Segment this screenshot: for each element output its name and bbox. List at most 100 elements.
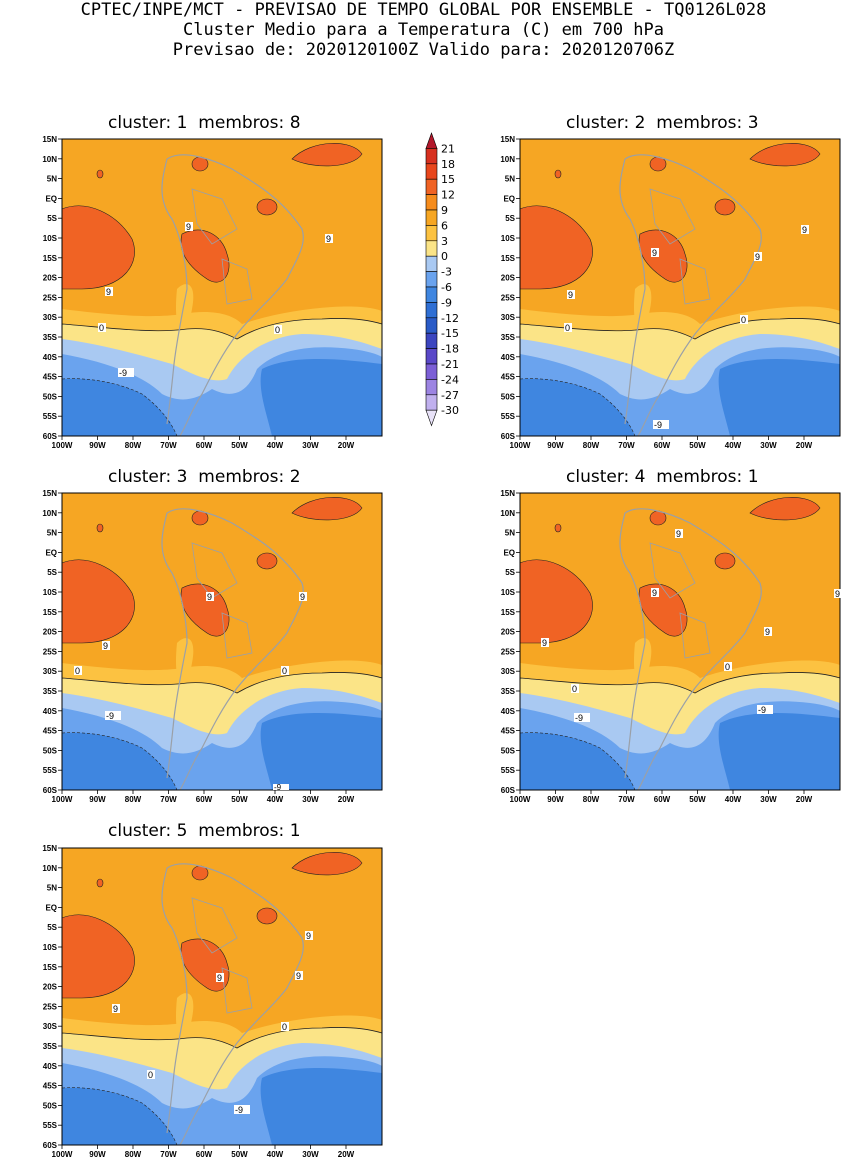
lon-tick-label: 40W <box>725 795 742 804</box>
lat-tick-label: 10S <box>43 588 58 597</box>
contour-label: 9 <box>186 222 191 232</box>
lon-tick-label: 30W <box>302 1150 319 1157</box>
lat-tick-label: 10S <box>43 234 58 243</box>
contour-labels: 9 9 9 0 0 -9 <box>98 222 333 378</box>
contour-label: 9 <box>765 627 770 637</box>
colorbar-level-label: -12 <box>441 312 459 325</box>
contour-label: 9 <box>755 252 760 262</box>
contour-label: -9 <box>575 713 583 723</box>
contour-label: 9 <box>542 638 547 648</box>
colorbar-swatch <box>425 379 438 396</box>
contour-label: 0 <box>75 666 80 676</box>
lon-tick-label: 40W <box>267 441 284 450</box>
contour-label: 0 <box>565 323 570 333</box>
lat-tick-label: 35S <box>501 687 516 696</box>
lat-tick-label: 30S <box>501 667 516 676</box>
lat-tick-label: 55S <box>501 412 516 421</box>
contour-label: 9 <box>217 973 222 983</box>
lat-axis-labels: 15N 10N 5N EQ 5S 10S 15S 20S 25S 30S 35S 40S 45S 50S 5… <box>42 844 57 1150</box>
lat-axis-labels: 15N 10N 5N EQ 5S 10S 15S 20S 25S 30S 35S 40S 45S 50S 5… <box>42 135 57 441</box>
lat-tick-label: 20S <box>43 983 58 992</box>
lat-tick-label: 35S <box>501 333 516 342</box>
lon-tick-label: 20W <box>796 441 813 450</box>
colorbar-swatch <box>425 363 438 380</box>
lat-tick-label: 20S <box>43 274 58 283</box>
lat-tick-label: EQ <box>503 548 515 557</box>
lat-tick-label: EQ <box>45 194 57 203</box>
lon-tick-label: 20W <box>338 441 355 450</box>
lon-tick-label: 70W <box>160 1150 177 1157</box>
lon-tick-label: 70W <box>160 441 177 450</box>
lat-tick-label: 15N <box>42 844 57 853</box>
lat-tick-label: 5N <box>505 175 515 184</box>
lat-tick-label: 15N <box>500 135 515 144</box>
lat-tick-label: EQ <box>45 903 57 912</box>
contour-label: 0 <box>148 1070 153 1080</box>
contour-label: 9 <box>103 641 108 651</box>
contour-label: 0 <box>572 684 577 694</box>
colorbar-swatch <box>425 348 438 365</box>
lat-tick-label: 30S <box>43 667 58 676</box>
lon-tick-label: 80W <box>125 1150 142 1157</box>
lat-tick-label: 15S <box>43 254 58 263</box>
colorbar-level-label: 18 <box>441 158 455 171</box>
contour-label: 0 <box>275 325 280 335</box>
colorbar-level-label: -15 <box>441 327 459 340</box>
contour-label: -9 <box>119 368 127 378</box>
colorbar-swatch <box>425 286 438 303</box>
contour-label: 9 <box>568 290 573 300</box>
lon-tick-label: 100W <box>52 795 73 804</box>
lon-tick-label: 70W <box>618 441 635 450</box>
lat-tick-label: 5S <box>505 568 515 577</box>
lat-tick-label: 35S <box>43 1042 58 1051</box>
contour-label: 0 <box>725 662 730 672</box>
lat-tick-label: 55S <box>43 1121 58 1130</box>
lon-tick-label: 30W <box>302 441 319 450</box>
lat-tick-label: 55S <box>43 766 58 775</box>
lon-tick-label: 40W <box>725 441 742 450</box>
lat-tick-label: 60S <box>501 786 516 795</box>
colorbar-level-label: 21 <box>441 142 455 155</box>
lon-tick-label: 60W <box>196 1150 213 1157</box>
colorbar-level-label: -30 <box>441 404 459 417</box>
contour-label: -9 <box>274 783 282 792</box>
lon-tick-label: 70W <box>618 795 635 804</box>
lon-axis-labels: 100W 90W 80W 70W 60W 50W 40W 30W 20W <box>52 795 355 804</box>
header-line-3: Previsao de: 2020120100Z Valido para: 20… <box>172 40 675 60</box>
lat-tick-label: 10N <box>42 864 57 873</box>
contour-label: 9 <box>113 1004 118 1014</box>
lon-tick-label: 100W <box>52 1150 73 1157</box>
lat-tick-label: 15S <box>501 608 516 617</box>
colorbar-level-label: 0 <box>441 250 448 263</box>
lat-tick-label: 10N <box>42 155 57 164</box>
contour-label: 0 <box>282 1022 287 1032</box>
lat-tick-label: 5S <box>47 214 57 223</box>
lat-tick-label: 5S <box>47 568 57 577</box>
lat-tick-label: 60S <box>501 432 516 441</box>
lat-tick-label: 50S <box>43 746 58 755</box>
lon-axis-labels: 100W 90W 80W 70W 60W 50W 40W 30W 20W <box>510 795 813 804</box>
lat-tick-label: 10N <box>500 155 515 164</box>
colorbar-swatch <box>425 332 438 349</box>
colorbar-level-label: -24 <box>441 373 459 386</box>
cluster-title-5: cluster: 5 membros: 1 <box>108 821 301 841</box>
contour-label: -9 <box>758 705 766 715</box>
map-panel-5: 15N 10N 5N EQ 5S 10S 15S 20S 25S 30S 35S 40S 45S 50S 5… <box>42 844 383 1157</box>
lat-tick-label: 25S <box>501 647 516 656</box>
colorbar-level-label: -21 <box>441 358 459 371</box>
lat-tick-label: 45S <box>43 373 58 382</box>
colorbar-level-label: 12 <box>441 189 455 202</box>
lat-tick-label: 60S <box>43 1141 58 1150</box>
lat-tick-label: 30S <box>43 313 58 322</box>
lat-tick-label: 15N <box>500 489 515 498</box>
lat-tick-label: 60S <box>43 432 58 441</box>
lat-tick-label: 25S <box>501 293 516 302</box>
colorbar-swatch <box>425 317 438 334</box>
colorbar-level-label: -9 <box>441 296 452 309</box>
cluster-title-2: cluster: 2 membros: 3 <box>566 113 759 133</box>
lat-tick-label: 5N <box>47 529 57 538</box>
lat-tick-label: 10N <box>500 509 515 518</box>
lat-tick-label: 15N <box>42 489 57 498</box>
contour-label: 9 <box>652 588 657 598</box>
colorbar-level-label: -3 <box>441 266 452 279</box>
